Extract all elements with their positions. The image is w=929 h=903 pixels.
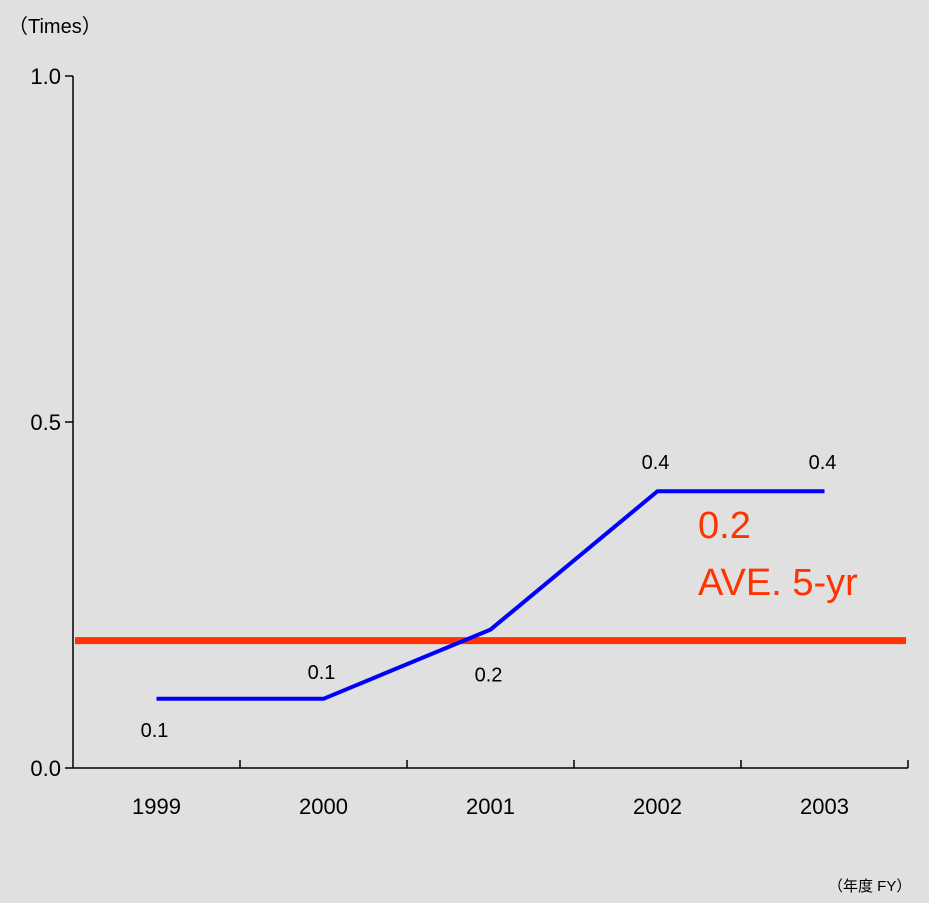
x-tick-label: 2001 xyxy=(466,794,515,819)
x-tick-label: 2003 xyxy=(800,794,849,819)
data-label: 0.4 xyxy=(642,452,670,474)
x-tick-label: 2002 xyxy=(633,794,682,819)
y-tick-label: 0.5 xyxy=(30,410,61,435)
x-tick-label: 2000 xyxy=(299,794,348,819)
y-unit-label: （Times） xyxy=(8,15,102,38)
x-tick-label: 1999 xyxy=(132,794,181,819)
series-line xyxy=(156,489,825,701)
y-tick-label: 0.0 xyxy=(30,756,61,781)
data-label: 0.1 xyxy=(141,720,169,742)
data-label: 0.1 xyxy=(308,662,336,684)
y-tick-label: 1.0 xyxy=(30,64,61,89)
average-caption-label: AVE. 5-yr xyxy=(698,562,858,604)
data-label: 0.4 xyxy=(809,452,837,474)
x-unit-label: （年度 FY） xyxy=(828,878,911,895)
data-label: 0.2 xyxy=(475,665,503,687)
average-value-label: 0.2 xyxy=(698,505,751,547)
